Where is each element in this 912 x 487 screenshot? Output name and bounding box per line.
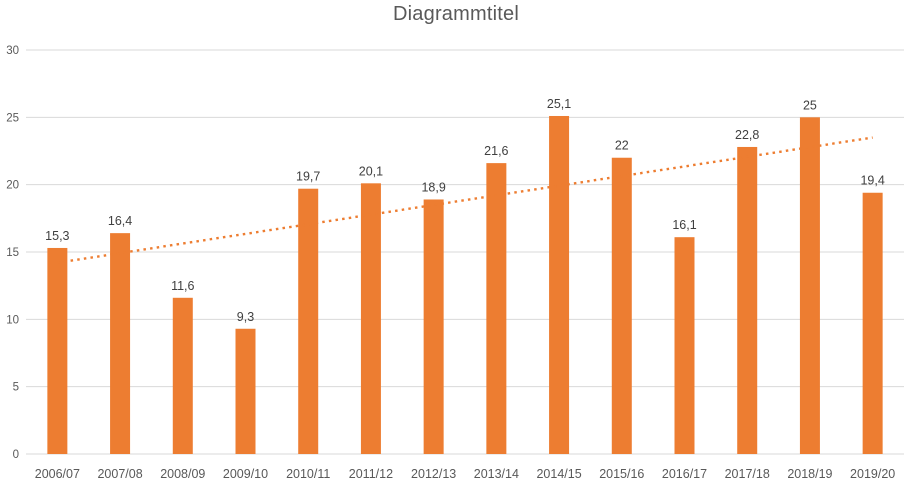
y-tick-label: 15 [6,247,19,259]
data-label: 18,9 [421,180,445,194]
x-tick-label: 2018/19 [787,467,832,481]
x-tick-label: 2009/10 [223,467,268,481]
bar [549,115,570,454]
data-label: 19,4 [860,174,884,188]
x-tick-label: 2014/15 [536,467,581,481]
bar [862,192,883,454]
chart-title: Diagrammtitel [393,3,519,25]
bar [110,233,131,454]
bar [298,188,319,454]
x-tick-label: 2010/11 [286,467,330,481]
data-label: 16,1 [672,218,696,232]
y-tick-label: 10 [6,314,19,326]
data-label: 20,1 [359,164,383,178]
x-tick-label: 2016/17 [662,467,707,481]
x-tick-label: 2007/08 [97,467,142,481]
bar [611,157,632,454]
y-tick-label: 25 [6,112,19,124]
x-tick-label: 2013/14 [474,467,519,481]
bar [737,146,758,454]
bar [172,297,193,454]
data-label: 15,3 [45,229,69,243]
x-tick-label: 2008/09 [160,467,205,481]
data-label: 11,6 [171,279,194,293]
x-tick-label: 2017/18 [725,467,770,481]
y-tick-label: 30 [6,45,19,57]
bar [486,163,507,454]
bar [360,183,381,454]
bar [799,117,820,454]
data-label: 9,3 [237,310,254,324]
data-label: 16,4 [108,214,132,228]
bar [235,328,256,454]
bar [674,237,695,454]
bar [423,199,444,454]
bar [47,247,68,454]
data-label: 25,1 [547,97,571,111]
x-tick-label: 2006/07 [35,467,80,481]
data-label: 19,7 [296,170,320,184]
data-label: 22 [615,139,629,153]
y-tick-label: 20 [6,180,19,192]
x-tick-label: 2012/13 [411,467,456,481]
y-tick-label: 0 [13,449,19,461]
data-label: 22,8 [735,128,759,142]
x-tick-label: 2015/16 [599,467,644,481]
data-label: 25 [803,98,817,112]
x-tick-label: 2011/12 [349,467,393,481]
data-label: 21,6 [484,144,508,158]
y-tick-label: 5 [13,382,19,394]
x-tick-label: 2019/20 [850,467,895,481]
